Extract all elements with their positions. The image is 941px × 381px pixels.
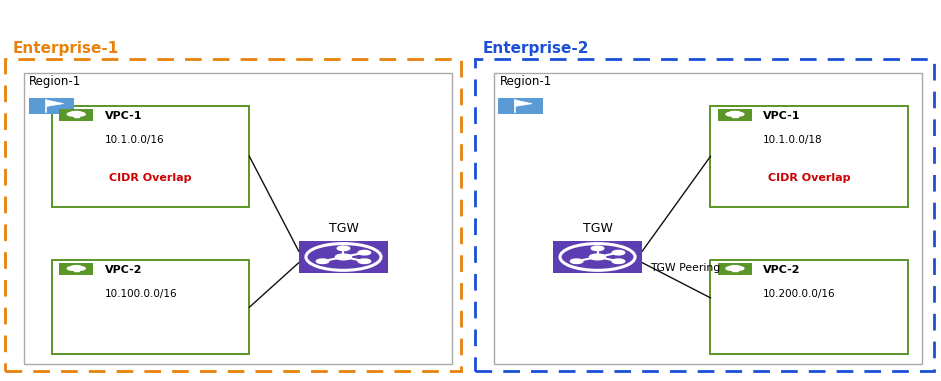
Bar <box>732 115 738 117</box>
Bar <box>298 241 388 273</box>
Circle shape <box>728 266 742 271</box>
Text: Region-1: Region-1 <box>500 75 552 88</box>
Bar <box>71 268 82 269</box>
Bar <box>5 59 461 371</box>
Circle shape <box>335 254 352 260</box>
Bar <box>475 59 934 371</box>
Text: 10.1.0.0/18: 10.1.0.0/18 <box>763 135 822 145</box>
Text: 10.200.0.0/16: 10.200.0.0/16 <box>763 290 836 299</box>
Bar <box>73 270 79 271</box>
Bar <box>59 109 93 121</box>
Bar <box>494 72 922 364</box>
Circle shape <box>591 246 604 251</box>
Text: TGW: TGW <box>582 222 613 235</box>
Circle shape <box>570 259 582 264</box>
Bar <box>52 106 249 207</box>
Circle shape <box>734 112 744 116</box>
Circle shape <box>589 254 606 260</box>
Text: VPC-1: VPC-1 <box>763 111 801 121</box>
Text: Region-1: Region-1 <box>29 75 82 88</box>
Circle shape <box>728 111 742 116</box>
Bar <box>552 241 642 273</box>
Circle shape <box>70 111 83 116</box>
Circle shape <box>359 259 371 264</box>
Circle shape <box>613 259 625 264</box>
Bar <box>710 106 908 207</box>
Bar <box>59 263 93 275</box>
Circle shape <box>734 267 744 270</box>
Circle shape <box>75 112 86 116</box>
Text: Enterprise-1: Enterprise-1 <box>12 41 119 56</box>
Circle shape <box>726 267 736 270</box>
Bar <box>52 260 249 354</box>
Text: TGW: TGW <box>328 222 359 235</box>
Text: TGW Peering: TGW Peering <box>649 263 720 273</box>
Bar <box>498 98 543 114</box>
Bar <box>732 270 738 271</box>
Circle shape <box>359 250 371 255</box>
Circle shape <box>337 246 350 251</box>
Circle shape <box>316 259 328 264</box>
Bar <box>710 260 908 354</box>
Bar <box>718 263 752 275</box>
Text: CIDR Overlap: CIDR Overlap <box>768 173 851 184</box>
Bar <box>729 114 741 115</box>
Bar <box>24 72 452 364</box>
Circle shape <box>613 250 625 255</box>
Bar <box>718 109 752 121</box>
Text: VPC-1: VPC-1 <box>104 111 142 121</box>
Polygon shape <box>515 100 532 106</box>
Text: CIDR Overlap: CIDR Overlap <box>109 173 192 184</box>
Text: Enterprise-2: Enterprise-2 <box>483 41 589 56</box>
Text: VPC-2: VPC-2 <box>104 265 142 275</box>
Bar <box>71 114 82 115</box>
Text: VPC-2: VPC-2 <box>763 265 801 275</box>
Polygon shape <box>46 100 63 106</box>
Bar <box>73 115 79 117</box>
Circle shape <box>75 267 86 270</box>
Circle shape <box>70 266 83 271</box>
Text: 10.1.0.0/16: 10.1.0.0/16 <box>104 135 164 145</box>
Bar <box>29 98 74 114</box>
Circle shape <box>67 267 77 270</box>
Text: 10.100.0.0/16: 10.100.0.0/16 <box>104 290 177 299</box>
Circle shape <box>726 112 736 116</box>
Bar <box>729 268 741 269</box>
Circle shape <box>67 112 77 116</box>
